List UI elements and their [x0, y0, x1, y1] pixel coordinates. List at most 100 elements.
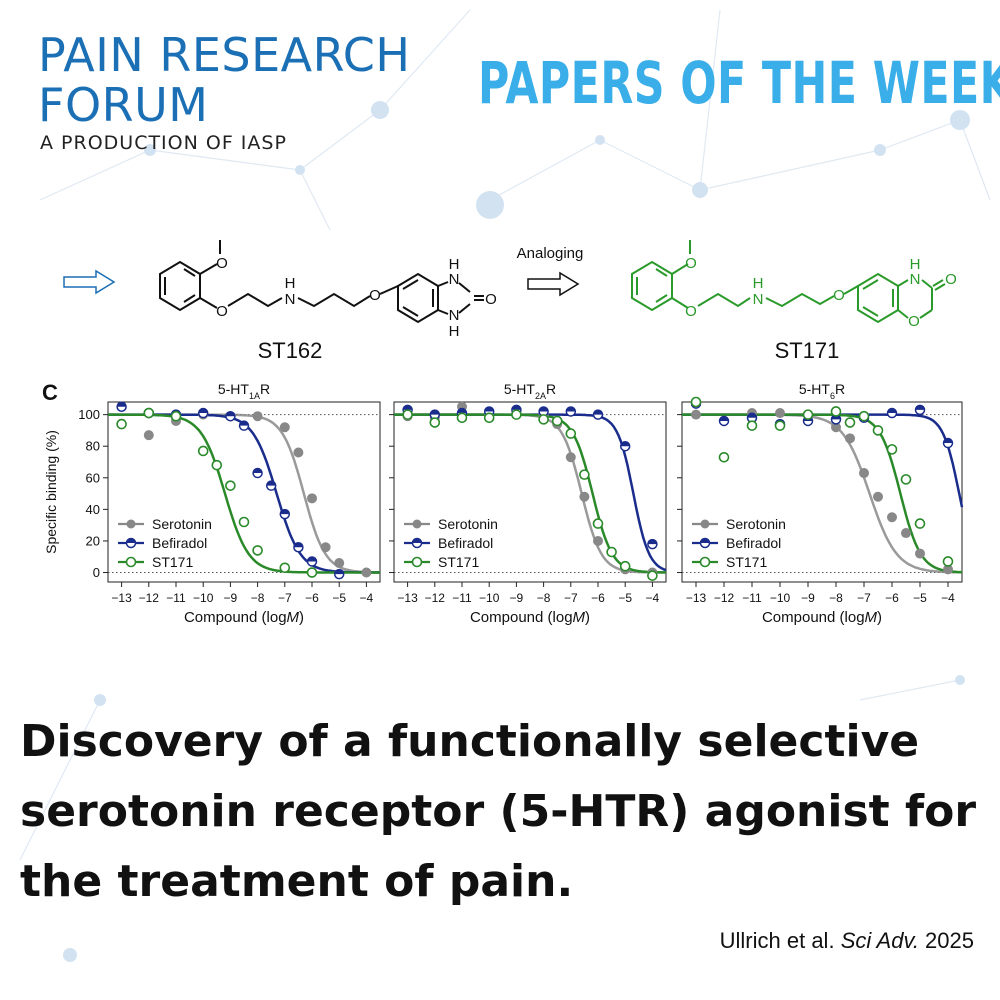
curve-st171 [394, 413, 666, 574]
st171-atom-h-ring: H [910, 256, 921, 273]
point-serotonin [293, 447, 304, 458]
st162-atom-n: N [285, 291, 296, 308]
y-tick-label: 40 [86, 502, 100, 517]
point-st171 [538, 414, 549, 425]
x-tick-label: −13 [111, 591, 132, 605]
st162-structure [159, 240, 484, 324]
point-serotonin [320, 542, 331, 553]
y-axis-label: Specific binding (%) [43, 430, 59, 554]
st162-atom-h-bottom: H [449, 323, 460, 340]
point-befiradol [265, 480, 277, 491]
point-st171 [647, 570, 658, 581]
point-befiradol [116, 401, 127, 412]
x-tick-label: −8 [251, 591, 265, 605]
point-st171 [402, 409, 413, 420]
chart-panel-2: 5-HT2AR −13 −12 −11 −10 −9 −8 −7 −6 −5 −4 Compound … [389, 381, 667, 626]
point-st171 [197, 445, 209, 457]
point-st171 [942, 556, 954, 567]
legend-label-befiradol: Befiradol [152, 535, 207, 551]
legend-label-serotonin: Serotonin [438, 516, 498, 532]
citation: Ullrich et al. Sci Adv. 2025 [720, 928, 974, 954]
st162-atom-h-top: H [449, 256, 460, 273]
headline-line-3: the treatment of pain. [20, 856, 574, 907]
point-befiradol [279, 508, 291, 520]
point-st171 [872, 425, 884, 436]
x-tick-label: −5 [913, 591, 927, 605]
x-tick-label: −5 [618, 591, 632, 605]
x-tick-label: −10 [479, 591, 500, 605]
x-tick-label: −12 [714, 591, 735, 605]
chart-panel-3: 5-HT6R −13 −12 −11 −10 −9 −8 −7 −6 −5 −4 Compound (… [677, 381, 964, 626]
x-tick-label: −6 [305, 591, 319, 605]
point-st171 [565, 428, 577, 439]
panel-title: 5-HT2AR [504, 381, 556, 401]
x-tick-label: −6 [885, 591, 899, 605]
point-befiradol [293, 542, 304, 553]
y-tick-label: 80 [86, 439, 100, 454]
citation-year: 2025 [918, 928, 974, 953]
point-st171 [914, 518, 926, 529]
point-serotonin [901, 528, 911, 539]
point-serotonin [915, 548, 925, 559]
point-serotonin [334, 558, 345, 569]
point-serotonin [143, 430, 154, 441]
hollow-arrow-analoging-icon [527, 271, 580, 297]
compound-label-st162: ST162 [258, 338, 323, 363]
series-title: PAPERS OF THE WEEK [478, 49, 1000, 117]
point-serotonin [579, 491, 590, 502]
legend-label-befiradol: Befiradol [438, 535, 493, 551]
point-befiradol [225, 410, 236, 422]
legend-label-st171: ST171 [726, 554, 767, 570]
headline-line-1: Discovery of a functionally selective [20, 716, 920, 767]
point-befiradol [252, 467, 263, 479]
binding-curves-figure: C Specific binding (%) 5-HT1AR −13 −12 −11 −10… [42, 380, 964, 626]
curve-st171 [682, 413, 963, 574]
point-st171 [774, 420, 786, 431]
point-st171 [170, 410, 182, 422]
point-befiradol [619, 440, 631, 452]
y-tick-label: 0 [93, 565, 100, 580]
curve-serotonin [394, 413, 666, 574]
legend-label-st171: ST171 [152, 554, 193, 570]
panel-title: 5-HT1AR [218, 381, 270, 401]
point-st171 [306, 567, 318, 578]
x-tick-label: −11 [166, 591, 186, 605]
x-tick-label: −10 [193, 591, 214, 605]
point-serotonin [887, 512, 897, 523]
point-serotonin [859, 468, 869, 479]
x-tick-label: −11 [452, 591, 472, 605]
point-st171 [579, 469, 590, 480]
st162-atom-n-bottom: N [449, 307, 460, 324]
point-st171 [900, 474, 912, 485]
st171-atom-o-ring: O [908, 313, 920, 330]
point-befiradol [914, 404, 926, 416]
point-befiradol [647, 538, 658, 550]
x-tick-label: −4 [646, 591, 660, 605]
legend-marker [412, 519, 422, 529]
point-st171 [252, 545, 263, 556]
st171-atom-o-ether-2: O [833, 287, 845, 304]
point-st171 [830, 406, 842, 417]
x-tick-label: −12 [425, 591, 446, 605]
headline-line-2: serotonin receptor (5-HTR) agonist for [20, 786, 977, 837]
x-axis-label: Compound (logM) [470, 609, 590, 626]
x-tick-label: −4 [360, 591, 374, 605]
st162-atom-o-ether-2: O [369, 287, 381, 304]
legend-marker [125, 556, 137, 568]
point-st171 [511, 409, 522, 420]
x-tick-label: −4 [941, 591, 955, 605]
st162-atom-h-amine: H [285, 275, 296, 292]
point-st171 [606, 546, 617, 558]
point-st171 [551, 415, 563, 427]
point-st171 [211, 459, 223, 471]
st171-atom-o-methoxy: O [685, 255, 697, 272]
legend-marker [126, 519, 136, 529]
x-tick-label: −7 [857, 591, 871, 605]
point-befiradol [592, 409, 604, 420]
point-serotonin [565, 452, 576, 463]
y-tick-label: 60 [86, 470, 100, 485]
x-tick-label: −9 [510, 591, 524, 605]
st171-structure [631, 240, 946, 324]
legend-label-serotonin: Serotonin [152, 516, 212, 532]
